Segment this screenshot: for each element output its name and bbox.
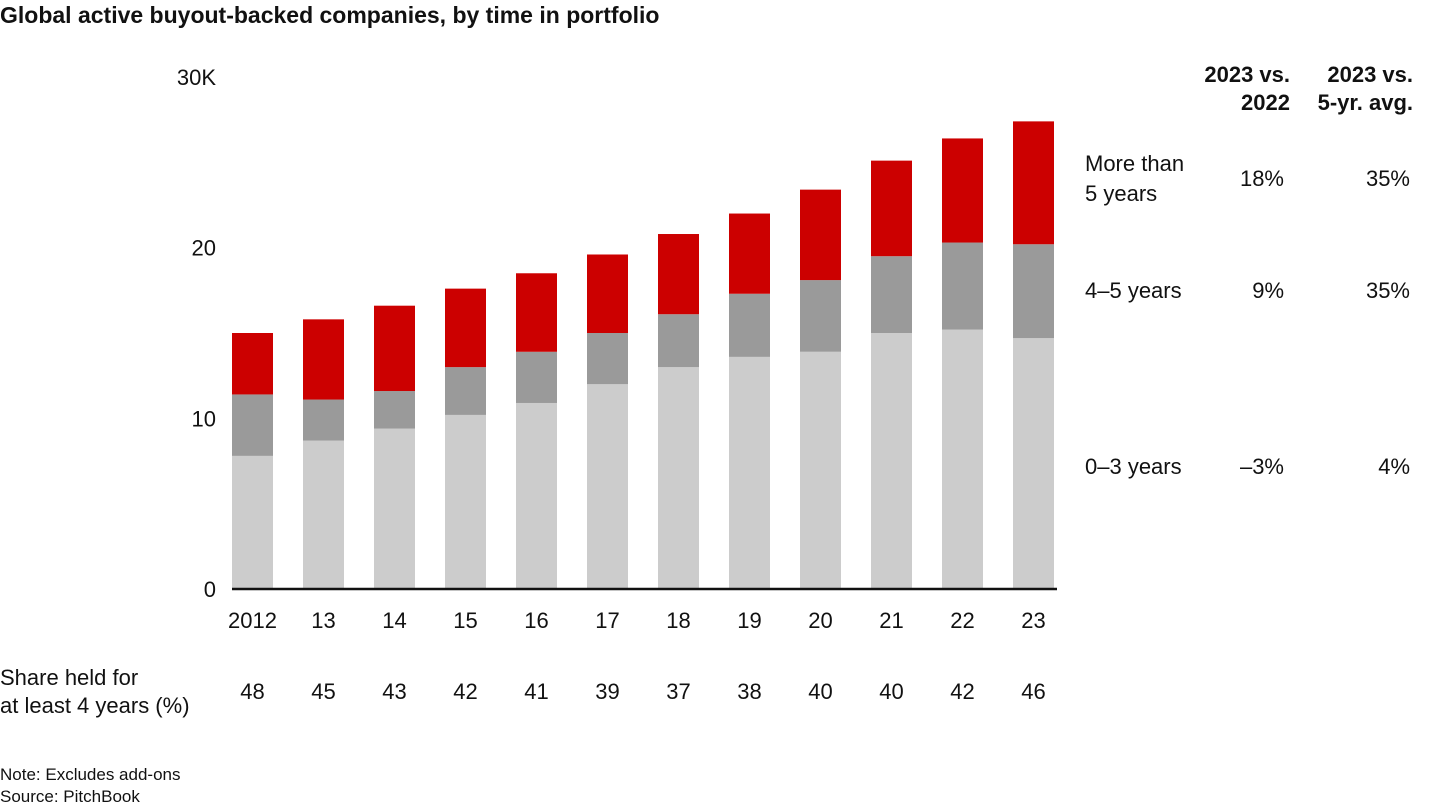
x-tick-label: 14 (382, 608, 406, 633)
x-tick-label: 21 (879, 608, 903, 633)
bar-segment-15-series-1 (445, 367, 486, 415)
x-tick-label: 17 (595, 608, 619, 633)
bar-segment-22-series-2 (942, 138, 983, 243)
row-label-line1: More than (1085, 151, 1185, 176)
bar-segment-19-series-2 (729, 213, 770, 294)
share-value: 42 (950, 679, 974, 704)
header-line1: 2023 vs. (1327, 62, 1413, 87)
row-label-4-5-years: 4–5 years (1085, 276, 1182, 306)
share-value: 39 (595, 679, 619, 704)
bar-segment-20-series-1 (800, 280, 841, 352)
bar-segment-23-series-1 (1013, 244, 1054, 339)
value-4-5-vs-2022: 9% (1252, 278, 1284, 303)
bar-segment-2012-series-2 (232, 333, 273, 395)
x-tick-label: 16 (524, 608, 548, 633)
share-label-line2: at least 4 years (%) (0, 693, 190, 718)
bar-segment-21-series-1 (871, 256, 912, 333)
value-4-5-vs-5yr: 35% (1365, 278, 1410, 303)
share-value: 42 (453, 679, 477, 704)
bar-segment-13-series-0 (303, 440, 344, 589)
value-more-than-5-vs-2022: 18% (1239, 166, 1284, 191)
bar-segment-14-series-0 (374, 428, 415, 589)
share-value: 41 (524, 679, 548, 704)
header-line2: 2022 (1241, 90, 1290, 115)
bar-segment-23-series-2 (1013, 121, 1054, 245)
bar-segment-15-series-0 (445, 414, 486, 589)
share-value: 48 (240, 679, 264, 704)
x-tick-label: 15 (453, 608, 477, 633)
bar-segment-17-series-2 (587, 254, 628, 333)
share-value: 38 (737, 679, 761, 704)
share-value: 37 (666, 679, 690, 704)
share-row-label: Share held for at least 4 years (%) (0, 664, 190, 720)
bar-segment-20-series-0 (800, 351, 841, 589)
notes: Note: Excludes add-ons Source: PitchBook (0, 764, 181, 808)
bar-segment-18-series-0 (658, 367, 699, 589)
x-tick-label: 13 (311, 608, 335, 633)
row-label-more-than-5-years: More than 5 years (1085, 149, 1184, 209)
note-text: Note: Excludes add-ons (0, 765, 181, 784)
bar-segment-20-series-2 (800, 189, 841, 281)
x-tick-label: 19 (737, 608, 761, 633)
bar-segment-2012-series-1 (232, 394, 273, 456)
bar-segment-13-series-2 (303, 319, 344, 400)
value-0-3-vs-2022: –3% (1239, 454, 1284, 479)
column-header-vs-5yr-avg: 2023 vs. 5-yr. avg. (1315, 61, 1413, 117)
x-tick-label: 23 (1021, 608, 1045, 633)
row-label-line1: 0–3 years (1085, 454, 1182, 479)
bar-segment-18-series-1 (658, 314, 699, 368)
bar-segment-18-series-2 (658, 234, 699, 315)
bar-segment-22-series-1 (942, 242, 983, 330)
bar-segment-13-series-1 (303, 399, 344, 441)
x-tick-label: 22 (950, 608, 974, 633)
share-label-line1: Share held for (0, 665, 139, 690)
column-header-vs-2022: 2023 vs. 2022 (1200, 61, 1290, 117)
bar-segment-16-series-1 (516, 351, 557, 403)
y-tick-label: 20 (192, 236, 216, 261)
value-0-3-vs-5yr: 4% (1378, 454, 1410, 479)
bar-segment-19-series-1 (729, 293, 770, 357)
share-value: 40 (808, 679, 832, 704)
chart-title: Global active buyout-backed companies, b… (0, 2, 660, 28)
x-tick-label: 18 (666, 608, 690, 633)
bars-group (232, 121, 1054, 589)
share-values-row: 48 45 43 42 41 39 37 38 40 40 42 46 (240, 679, 1045, 704)
bar-segment-22-series-0 (942, 329, 983, 589)
row-label-line2: 5 years (1085, 181, 1158, 206)
bar-segment-14-series-2 (374, 305, 415, 392)
y-tick-label: 0 (204, 577, 216, 602)
bar-segment-21-series-2 (871, 160, 912, 257)
share-value: 45 (311, 679, 335, 704)
x-tick-label: 2012 (228, 608, 277, 633)
source-text: Source: PitchBook (0, 787, 140, 806)
row-label-0-3-years: 0–3 years (1085, 452, 1182, 482)
share-value: 40 (879, 679, 903, 704)
share-value: 46 (1021, 679, 1045, 704)
y-tick-label: 30K (177, 65, 216, 90)
bar-segment-15-series-2 (445, 288, 486, 368)
value-more-than-5-vs-5yr: 35% (1365, 166, 1410, 191)
bar-segment-23-series-0 (1013, 338, 1054, 589)
bar-segment-16-series-0 (516, 402, 557, 589)
bar-segment-19-series-0 (729, 356, 770, 589)
header-line2: 5-yr. avg. (1317, 90, 1413, 115)
header-line1: 2023 vs. (1204, 62, 1290, 87)
x-tick-label: 20 (808, 608, 832, 633)
share-value: 43 (382, 679, 406, 704)
bar-segment-16-series-2 (516, 273, 557, 352)
row-label-line1: 4–5 years (1085, 278, 1182, 303)
bar-segment-2012-series-0 (232, 455, 273, 589)
bar-segment-14-series-1 (374, 391, 415, 429)
bar-segment-17-series-0 (587, 384, 628, 589)
x-axis: 2012 13 14 15 16 17 18 19 20 21 22 23 (228, 587, 1057, 633)
bar-segment-17-series-1 (587, 333, 628, 385)
y-tick-label: 10 (192, 406, 216, 431)
bar-segment-21-series-0 (871, 333, 912, 589)
y-axis: 0 10 20 30K (177, 65, 216, 602)
